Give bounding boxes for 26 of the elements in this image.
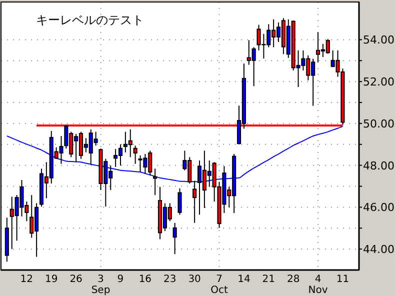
candlestick <box>172 222 177 255</box>
x-tick-label: 30 <box>188 274 201 285</box>
y-tick-label: 50.00 <box>363 117 394 130</box>
x-tick-label: 11 <box>336 274 350 285</box>
x-tick-label: 7 Oct <box>210 274 228 296</box>
candlestick <box>133 145 138 164</box>
x-tick-label: 19 <box>45 274 58 285</box>
x-tick-label: 16 <box>138 274 152 285</box>
y-tick-label: 46.00 <box>363 201 394 214</box>
candlestick <box>178 188 182 216</box>
x-tick-label: 14 <box>238 274 250 285</box>
x-tick-label: 4 Nov <box>308 274 328 296</box>
y-tick-label: 54.00 <box>363 34 394 47</box>
y-tick-label: 52.00 <box>363 76 394 89</box>
x-tick-label: 23 <box>164 274 176 285</box>
x-tick-label: 28 <box>286 274 300 285</box>
y-tick-label: 48.00 <box>363 159 394 172</box>
x-tick-label: 21 <box>262 274 276 285</box>
x-tick-label: 26 <box>70 274 82 285</box>
x-tick-label: 9 <box>117 274 124 285</box>
x-tick-label: 3 Sep <box>91 274 110 296</box>
x-tick-label: 12 <box>20 274 34 285</box>
y-tick-label: 44.00 <box>363 243 394 256</box>
candlestick <box>192 180 197 224</box>
text: キーレベルのテスト <box>36 13 144 27</box>
candlestick <box>153 168 158 196</box>
